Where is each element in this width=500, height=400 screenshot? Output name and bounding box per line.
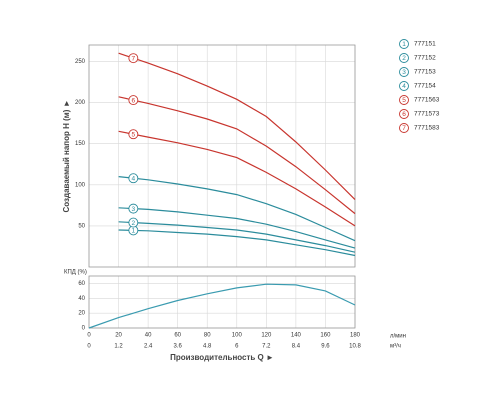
curve-marker — [128, 129, 139, 140]
legend-marker — [399, 53, 409, 63]
x-tick-label: 140 — [291, 333, 302, 339]
series-line — [118, 221, 356, 253]
y-tick-label: 250 — [75, 59, 86, 65]
x-tick-label: 40 — [145, 333, 152, 339]
x2-tick-label: 3.6 — [173, 344, 182, 350]
legend-marker-label: 4 — [402, 83, 406, 90]
legend-label: 7771563 — [414, 97, 440, 104]
legend-marker — [399, 39, 409, 49]
x2-unit: м³/ч — [390, 344, 401, 350]
y-axis-title: КПД (%) — [64, 270, 87, 276]
curve-label: 7 — [132, 55, 136, 62]
legend-marker — [399, 123, 409, 133]
y-tick-label: 20 — [78, 311, 85, 317]
series-line — [118, 52, 356, 201]
curve-marker — [128, 53, 139, 64]
y-tick-label: 100 — [75, 182, 86, 188]
x2-tick-label: 10.8 — [349, 344, 361, 350]
curve-label: 1 — [132, 228, 136, 235]
y-tick-label: 60 — [78, 281, 85, 287]
y-tick-label: 40 — [78, 296, 85, 302]
curve-label: 4 — [132, 175, 136, 182]
legend-marker-label: 5 — [402, 97, 406, 104]
curve-label: 5 — [132, 131, 136, 138]
y-tick-label: 150 — [75, 141, 86, 147]
plot-frame — [88, 275, 356, 329]
series-line — [118, 207, 356, 249]
legend-label: 7771573 — [414, 111, 440, 118]
plot-frame — [88, 44, 356, 268]
x-tick-label: 100 — [232, 333, 243, 339]
curve-marker — [128, 203, 139, 214]
curve-marker — [128, 173, 139, 184]
series-line — [118, 130, 356, 227]
y-axis-title: Создаваемый напор H (м) ► — [62, 99, 71, 212]
x2-tick-label: 8.4 — [292, 344, 301, 350]
series-line — [88, 283, 356, 329]
y-tick-label: 0 — [82, 326, 86, 332]
curve-label: 2 — [132, 220, 136, 227]
x-tick-label: 60 — [174, 333, 181, 339]
legend-label: 777154 — [414, 83, 436, 90]
x2-tick-label: 4.8 — [203, 344, 212, 350]
x-unit: л/мин — [390, 334, 406, 340]
x-tick-label: 120 — [261, 333, 272, 339]
x2-tick-label: 2.4 — [144, 344, 153, 350]
x-tick-label: 160 — [320, 333, 331, 339]
curve-label: 6 — [132, 97, 136, 104]
y-tick-label: 50 — [78, 223, 85, 229]
series-line — [118, 96, 356, 215]
y-tick-label: 200 — [75, 100, 86, 106]
legend-marker — [399, 109, 409, 119]
legend-marker — [399, 67, 409, 77]
curve-marker — [128, 95, 139, 106]
x2-tick-label: 0 — [87, 344, 91, 350]
x-tick-label: 80 — [204, 333, 211, 339]
curve-marker — [128, 217, 139, 228]
x2-tick-label: 7.2 — [262, 344, 271, 350]
legend-marker-label: 3 — [402, 69, 406, 76]
legend-marker — [399, 81, 409, 91]
legend-marker-label: 7 — [402, 125, 406, 132]
legend-label: 7771583 — [414, 125, 440, 132]
x-tick-label: 20 — [115, 333, 122, 339]
legend-marker — [399, 95, 409, 105]
x-axis-title: Производительность Q ► — [170, 353, 274, 362]
x2-tick-label: 9.6 — [321, 344, 330, 350]
series-line — [118, 229, 356, 257]
legend-label: 777152 — [414, 55, 436, 62]
curve-label: 3 — [132, 206, 136, 213]
legend-label: 777151 — [414, 41, 436, 48]
legend-marker-label: 1 — [402, 41, 406, 48]
x2-tick-label: 6 — [235, 344, 239, 350]
x-tick-label: 180 — [350, 333, 361, 339]
x-tick-label: 0 — [87, 333, 91, 339]
legend-marker-label: 6 — [402, 111, 406, 118]
legend-marker-label: 2 — [402, 55, 406, 62]
series-line — [118, 176, 356, 242]
x2-tick-label: 1.2 — [114, 344, 123, 350]
legend-label: 777153 — [414, 69, 436, 76]
